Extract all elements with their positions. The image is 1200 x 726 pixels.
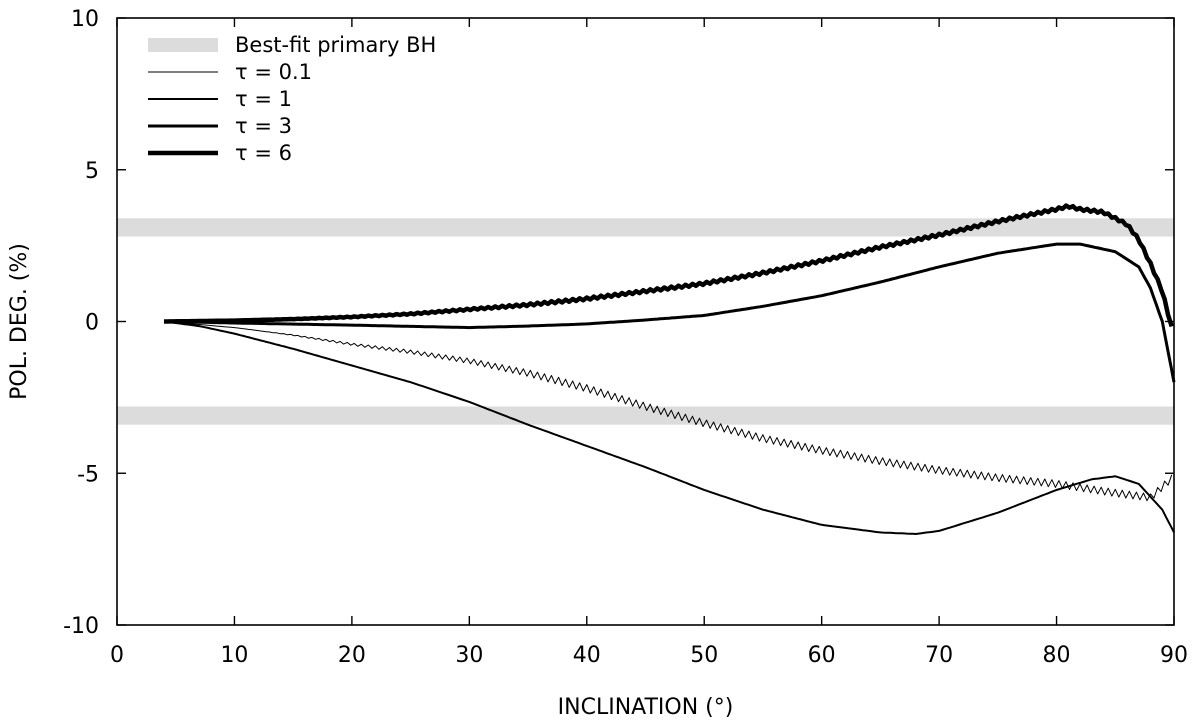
series-line-0 xyxy=(163,321,1173,502)
x-axis: 0 10 20 30 40 50 60 70 80 90 xyxy=(110,18,1188,668)
series-line-3 xyxy=(164,203,1174,328)
bands-layer xyxy=(117,218,1174,425)
legend-label: τ = 3 xyxy=(235,114,292,138)
series-layer xyxy=(163,203,1176,535)
x-tick-label: 60 xyxy=(808,643,836,668)
y-axis-label: POL. DEG. (%) xyxy=(7,243,32,400)
series-line-1 xyxy=(163,320,1175,535)
x-tick-label: 40 xyxy=(573,643,601,668)
x-axis-label: INCLINATION (°) xyxy=(558,695,734,720)
y-tick-label: -5 xyxy=(77,462,99,487)
legend-label: τ = 6 xyxy=(235,141,292,165)
y-tick-label: 10 xyxy=(71,7,99,32)
series-line-2 xyxy=(163,242,1176,383)
x-tick-label: 20 xyxy=(338,643,366,668)
y-tick-label: -10 xyxy=(63,614,99,639)
x-tick-label: 70 xyxy=(925,643,953,668)
legend-label: Best-fit primary BH xyxy=(235,33,436,57)
legend-label: τ = 0.1 xyxy=(235,60,312,84)
x-tick-label: 0 xyxy=(110,643,124,668)
legend: Best-fit primary BH τ = 0.1 τ = 1 τ = 3 τ = … xyxy=(148,33,436,165)
y-tick-label: 0 xyxy=(85,311,99,336)
y-axis: -10 -5 0 5 10 xyxy=(63,7,1174,639)
legend-swatch-band xyxy=(148,38,218,52)
y-tick-label: 5 xyxy=(85,159,99,184)
x-tick-label: 50 xyxy=(690,643,718,668)
band-1 xyxy=(117,406,1174,425)
band-0 xyxy=(117,218,1174,237)
x-tick-label: 90 xyxy=(1160,643,1188,668)
x-tick-label: 10 xyxy=(220,643,248,668)
legend-label: τ = 1 xyxy=(235,87,292,111)
x-tick-label: 80 xyxy=(1043,643,1071,668)
x-tick-label: 30 xyxy=(455,643,483,668)
